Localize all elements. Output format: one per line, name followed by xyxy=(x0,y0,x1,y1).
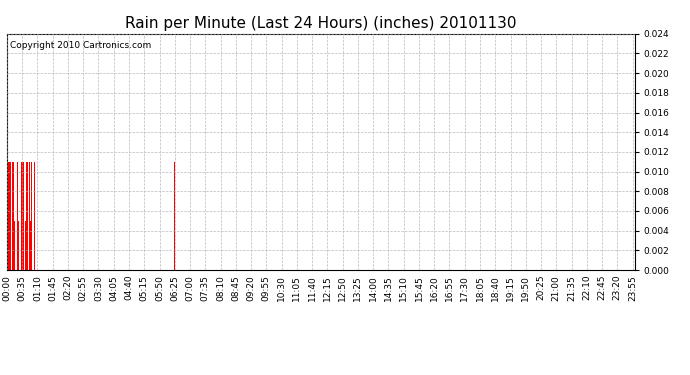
Bar xyxy=(13,162,14,270)
Bar xyxy=(10,162,11,270)
Bar xyxy=(14,221,15,270)
Bar xyxy=(8,162,9,270)
Bar xyxy=(16,162,17,270)
Bar xyxy=(22,162,23,270)
Bar xyxy=(18,221,19,270)
Bar xyxy=(23,162,24,270)
Bar xyxy=(6,162,8,270)
Bar xyxy=(31,162,32,270)
Bar xyxy=(25,221,26,270)
Bar xyxy=(29,162,30,270)
Bar xyxy=(30,221,31,270)
Bar xyxy=(19,162,21,270)
Bar xyxy=(17,162,18,270)
Title: Rain per Minute (Last 24 Hours) (inches) 20101130: Rain per Minute (Last 24 Hours) (inches)… xyxy=(125,16,517,31)
Text: Copyright 2010 Cartronics.com: Copyright 2010 Cartronics.com xyxy=(10,41,151,50)
Bar xyxy=(32,221,34,270)
Bar xyxy=(9,162,10,270)
Bar xyxy=(26,162,27,270)
